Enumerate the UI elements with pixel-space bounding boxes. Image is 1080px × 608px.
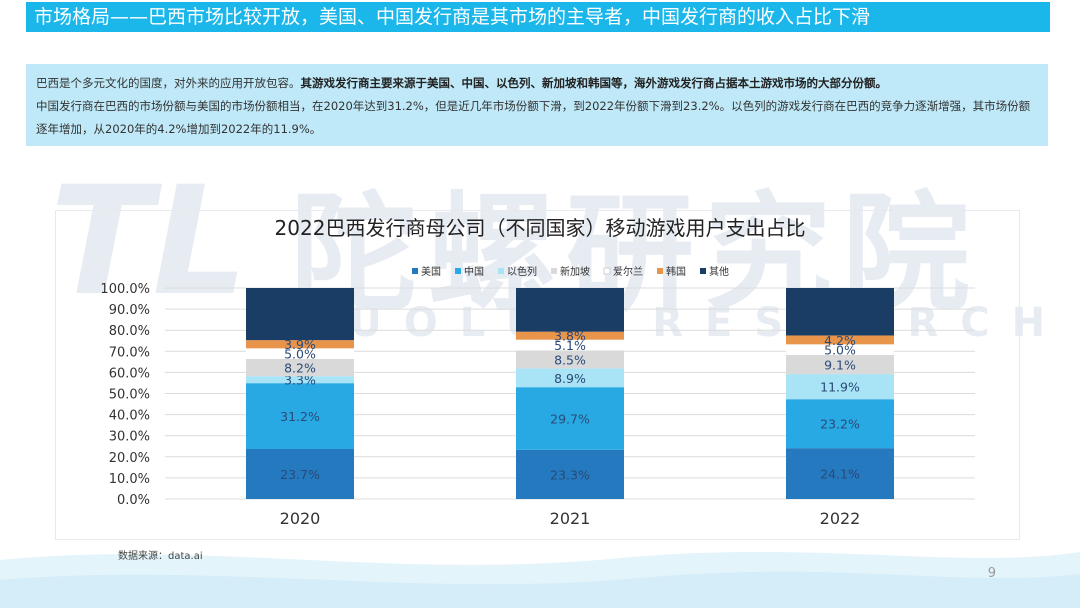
legend-label: 爱尔兰 [613,265,643,278]
y-tick-label: 80.0% [109,324,150,339]
data-label: 23.2% [820,417,860,432]
bar-segment [786,335,894,345]
legend-label: 其他 [709,265,729,278]
data-label: 8.5% [554,352,586,367]
data-label: 3.3% [284,373,316,388]
chart-frame [55,210,1020,540]
y-tick-label: 10.0% [109,472,150,487]
data-label: 8.9% [554,371,586,386]
chart-title: 2022巴西发行商母公司（不同国家）移动游戏用户支出占比 [275,216,806,240]
y-tick-label: 100.0% [100,282,150,297]
x-axis: 2020 2021 2022 [280,509,861,528]
bar-segment [246,376,354,384]
y-tick-label: 60.0% [109,366,150,381]
bar-segment [246,383,354,449]
y-tick-label: 20.0% [109,451,150,466]
data-label: 29.7% [550,412,590,427]
chart-bars: 23.7%31.2%3.3%8.2%5.0%3.9%23.3%29.7%8.9%… [246,288,894,499]
data-label: 31.2% [280,409,320,424]
y-tick-label: 50.0% [109,388,150,403]
bar-segment [246,340,354,349]
bar-segment [786,448,894,499]
intro-text-bold: 其游戏发行商主要来源于美国、中国、以色列、新加坡和韩国等，海外游戏发行商占据本土… [300,76,888,90]
legend-label: 美国 [421,265,441,278]
data-label: 23.7% [280,467,320,482]
data-label: 5.0% [284,347,316,362]
legend-swatch [498,268,504,274]
legend-label: 韩国 [666,265,686,278]
bar-segment [246,358,354,377]
legend-swatch [657,268,663,274]
intro-text-plain-1: 巴西是个多元文化的国度，对外来的应用开放包容。 [36,76,301,90]
data-label: 5.0% [824,343,856,358]
legend-label: 新加坡 [560,265,590,278]
intro-text-plain-2: 中国发行商在巴西的市场份额与美国的市场份额相当，在2020年达到31.2%，但是… [36,99,1031,136]
legend-label: 中国 [464,265,484,278]
x-tick-label: 2021 [550,509,591,528]
bar-segment [516,387,624,450]
data-label: 3.8% [554,329,586,344]
data-label: 8.2% [284,361,316,376]
y-tick-label: 90.0% [109,303,150,318]
bar-segment [246,448,354,499]
data-source: 数据来源：data.ai [118,551,203,562]
bar-segment [786,288,894,336]
legend-swatch [455,268,461,274]
chart-legend: 美国 中国 以色列 新加坡 爱尔兰 韩国 其他 [412,265,729,278]
data-label: 11.9% [820,380,860,395]
data-label: 3.9% [284,337,316,352]
bar-segment [786,344,894,355]
y-tick-label: 30.0% [109,430,150,445]
y-tick-label: 40.0% [109,409,150,424]
stacked-bar-chart: 2022巴西发行商母公司（不同国家）移动游戏用户支出占比 美国 中国 以色列 新加坡 爱… [100,216,975,528]
legend-swatch [412,268,418,274]
data-label: 4.2% [824,333,856,348]
bar-segment [516,449,624,499]
data-label: 23.3% [550,467,590,482]
page-number: 9 [987,566,996,581]
bar-segment [786,399,894,449]
bar-segment [516,331,624,340]
bar-segment [786,354,894,375]
bar-segment [246,288,354,341]
bar-segment [516,288,624,332]
bar-segment [516,339,624,351]
data-label: 24.1% [820,467,860,482]
data-label: 9.1% [824,357,856,372]
bar-segment [516,368,624,388]
x-tick-label: 2022 [820,509,861,528]
slide-title: 市场格局——巴西市场比较开放，美国、中国发行商是其市场的主导者，中国发行商的收入… [26,2,1050,32]
legend-swatch [700,268,706,274]
y-tick-label: 0.0% [117,493,150,508]
y-axis: 0.0% 10.0% 20.0% 30.0% 40.0% 50.0% 60.0% 70.0% 8… [100,282,150,508]
y-tick-label: 70.0% [109,345,150,360]
bar-segment [246,348,354,359]
legend-swatch [551,268,557,274]
bar-segment [516,350,624,369]
intro-text-box: 巴西是个多元文化的国度，对外来的应用开放包容。其游戏发行商主要来源于美国、中国、… [26,64,1048,146]
legend-swatch [603,267,611,275]
data-label: 5.1% [554,338,586,353]
bar-segment [786,374,894,400]
legend-label: 以色列 [507,265,537,278]
x-tick-label: 2020 [280,509,321,528]
